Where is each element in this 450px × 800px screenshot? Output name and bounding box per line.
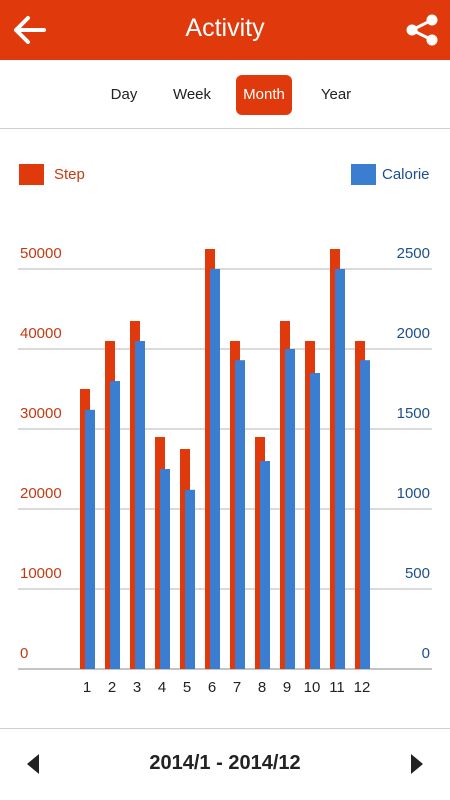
footer-divider [0, 728, 450, 729]
x-tick-label: 11 [329, 679, 345, 696]
y-tick-right-label: 1000 [396, 485, 430, 502]
calorie-bar [85, 409, 95, 669]
calorie-bar [260, 461, 270, 669]
calorie-bar [110, 381, 120, 669]
x-tick-label: 8 [258, 679, 266, 696]
share-icon[interactable] [404, 12, 440, 48]
x-tick-label: 1 [83, 679, 91, 696]
period-tabs: Day Week Month Year [0, 60, 450, 129]
tab-year[interactable]: Year [320, 86, 352, 103]
x-tick-label: 5 [183, 679, 191, 696]
y-tick-right-label: 1500 [396, 405, 430, 422]
arrow-left-icon[interactable] [10, 12, 50, 48]
x-tick-label: 9 [283, 679, 291, 696]
y-tick-right-label: 500 [404, 565, 430, 582]
calorie-bar [360, 360, 370, 669]
app-bar: Activity [0, 0, 450, 60]
tab-day[interactable]: Day [110, 86, 138, 103]
y-tick-right-label: 2500 [396, 245, 430, 262]
calorie-bar [235, 360, 245, 669]
calorie-bar [285, 349, 295, 669]
x-tick-label: 3 [133, 679, 141, 696]
x-tick-label: 12 [354, 679, 371, 696]
y-tick-left-label: 30000 [20, 405, 62, 422]
calorie-legend-swatch [351, 164, 376, 185]
y-tick-right-label: 0 [421, 645, 430, 662]
step-legend-label: Step [54, 166, 85, 183]
date-range: 2014/1 - 2014/12 [149, 752, 301, 774]
y-tick-right-label: 2000 [396, 325, 430, 342]
calorie-bar [160, 469, 170, 669]
triangle-right-icon[interactable] [404, 752, 428, 776]
x-tick-label: 2 [108, 679, 116, 696]
y-tick-left-label: 50000 [20, 245, 62, 262]
activity-bar-chart: 1 2 3 4 5 6 7 8 9 10 11 12 [18, 249, 432, 696]
x-tick-label: 10 [304, 679, 321, 696]
y-tick-left-label: 0 [20, 645, 29, 662]
x-tick-label: 7 [233, 679, 241, 696]
x-tick-label: 6 [208, 679, 216, 696]
calorie-legend-label: Calorie [382, 166, 430, 183]
calorie-bar [210, 269, 220, 669]
calorie-bar [185, 489, 195, 669]
calorie-bar [335, 269, 345, 669]
calorie-bar [135, 341, 145, 669]
y-tick-left-label: 20000 [20, 485, 62, 502]
tab-month[interactable]: Month [236, 75, 292, 115]
y-tick-left-label: 10000 [20, 565, 62, 582]
calorie-bar [310, 373, 320, 669]
step-legend-swatch [19, 164, 44, 185]
y-tick-left-label: 40000 [20, 325, 62, 342]
x-tick-label: 4 [158, 679, 166, 696]
tab-week[interactable]: Week [172, 86, 212, 103]
triangle-left-icon[interactable] [22, 752, 46, 776]
page-title: Activity [185, 14, 265, 42]
